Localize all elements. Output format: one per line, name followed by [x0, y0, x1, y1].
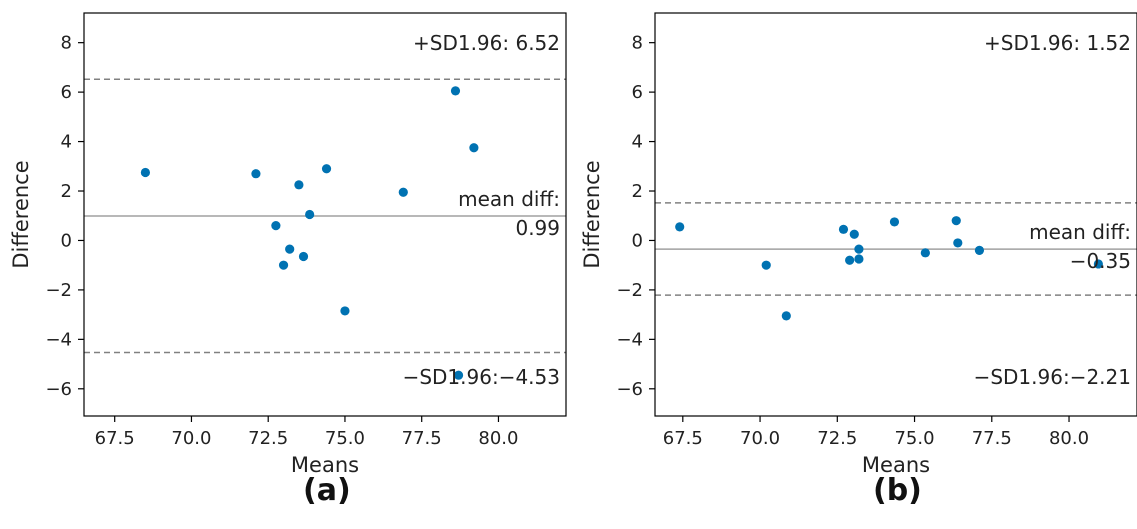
label-mean-value-a: 0.99 [515, 216, 560, 240]
x-axis-title-a: Means [291, 453, 359, 477]
data-point-b-8 [854, 254, 864, 264]
data-point-a-6 [294, 180, 304, 190]
x-tick-label-b-5: 77.5 [972, 428, 1012, 449]
data-point-a-5 [285, 244, 295, 254]
data-point-a-2 [251, 169, 261, 179]
plot-frame-b [654, 12, 1137, 417]
data-point-b-7 [854, 244, 864, 254]
y-axis-title-a: Difference [9, 160, 33, 268]
x-tick-label-b-3: 72.5 [817, 428, 857, 449]
label-mean-title-a: mean diff: [458, 187, 560, 211]
y-axis-title-b: Difference [580, 160, 604, 268]
data-point-a-11 [398, 187, 408, 197]
data-point-b-11 [951, 216, 961, 226]
y-tick-label-a-2: −4 [45, 329, 72, 350]
label-upper-limit-b: +SD1.96: 1.52 [984, 31, 1131, 55]
x-tick-label-a-1: 67.5 [95, 428, 135, 449]
label-mean-value-b: −0.35 [1070, 249, 1131, 273]
y-tick-label-b-6: 4 [632, 132, 643, 153]
data-point-a-8 [305, 209, 315, 220]
data-point-a-4 [278, 260, 289, 270]
y-tick-label-b-7: 6 [632, 82, 643, 103]
x-tick-label-b-1: 67.5 [663, 428, 703, 449]
data-point-b-1 [675, 222, 685, 232]
y-tick-label-b-8: 8 [632, 33, 643, 54]
y-tick-label-a-8: 8 [61, 33, 72, 54]
y-tick-label-b-1: −6 [616, 379, 643, 400]
data-point-b-14 [1093, 259, 1103, 269]
data-point-b-2 [761, 260, 771, 270]
data-point-b-4 [838, 224, 849, 234]
x-tick-label-b-2: 70.0 [740, 428, 780, 449]
label-lower-limit-a: −SD1.96:−4.53 [403, 365, 560, 389]
y-tick-label-b-5: 2 [632, 181, 643, 202]
data-point-b-13 [974, 245, 985, 255]
x-tick-label-a-6: 80.0 [478, 428, 518, 449]
y-tick-label-b-2: −4 [616, 329, 643, 350]
data-point-b-3 [781, 311, 791, 321]
data-point-a-9 [321, 164, 332, 174]
data-point-b-10 [920, 248, 930, 258]
label-mean-title-b: mean diff: [1029, 220, 1131, 244]
x-tick-label-b-6: 80.0 [1049, 428, 1089, 449]
data-point-a-14 [469, 143, 479, 153]
y-tick-label-b-3: −2 [616, 280, 643, 301]
data-point-a-1 [140, 167, 151, 178]
y-tick-label-a-1: −6 [45, 379, 72, 400]
panel-label-a: (a) [303, 473, 351, 508]
data-point-b-9 [889, 217, 900, 227]
data-point-a-10 [340, 306, 350, 316]
data-point-b-12 [953, 238, 963, 248]
y-tick-label-a-6: 4 [61, 132, 72, 153]
data-point-b-5 [845, 255, 855, 265]
y-tick-label-a-4: 0 [61, 230, 72, 251]
y-tick-label-a-5: 2 [61, 181, 72, 202]
x-tick-label-a-4: 75.0 [325, 428, 365, 449]
x-axis-title-b: Means [862, 453, 930, 477]
label-lower-limit-b: −SD1.96:−2.21 [974, 365, 1131, 389]
x-tick-label-a-2: 70.0 [171, 428, 211, 449]
data-point-a-3 [271, 221, 281, 231]
y-tick-label-b-4: 0 [632, 230, 643, 251]
x-tick-label-b-4: 75.0 [894, 428, 934, 449]
label-upper-limit-a: +SD1.96: 6.52 [413, 31, 560, 55]
data-point-a-12 [450, 86, 461, 96]
data-point-b-6 [849, 229, 859, 239]
data-point-a-13 [453, 370, 464, 380]
y-tick-label-a-3: −2 [45, 280, 72, 301]
data-point-a-7 [298, 251, 309, 262]
plot-frame-a [83, 12, 567, 417]
panel-label-b: (b) [873, 473, 922, 508]
x-tick-label-a-5: 77.5 [402, 428, 442, 449]
y-tick-label-a-7: 6 [61, 82, 72, 103]
x-tick-label-a-3: 72.5 [248, 428, 288, 449]
